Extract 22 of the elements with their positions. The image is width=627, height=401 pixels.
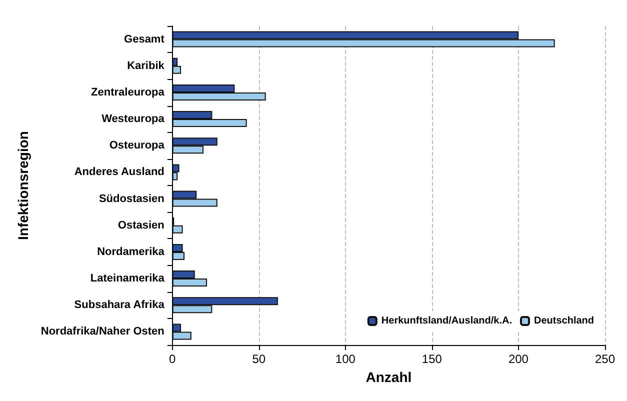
x-tick-label: 250 xyxy=(594,352,616,366)
y-tick-label: Karibik xyxy=(127,60,166,72)
y-tick-label: Südostasien xyxy=(98,192,165,205)
y-tick-label: Westeuropa xyxy=(102,113,166,126)
y-tick-label: Osteuropa xyxy=(109,140,166,152)
x-tick-label: 200 xyxy=(508,352,529,366)
x-axis-title: Anzahl xyxy=(366,368,412,385)
legend-label: Deutschland xyxy=(534,316,594,326)
x-tick-label: 50 xyxy=(252,352,266,366)
y-tick-label: Nordamerika xyxy=(97,246,166,258)
y-tick-label: Subsahara Afrika xyxy=(74,299,166,312)
legend-label: Herkunftsland/Ausland/k.A. xyxy=(381,316,512,326)
x-tick-label: 0 xyxy=(169,352,176,366)
y-tick-label: Ostasien xyxy=(118,219,165,232)
y-tick-label: Lateinamerika xyxy=(90,272,166,285)
y-tick-label: Nordafrika/Naher Osten xyxy=(40,326,165,338)
y-axis-title: Infektionsregion xyxy=(15,131,31,240)
x-tick-label: 150 xyxy=(422,352,442,366)
y-tick-label: Zentraleuropa xyxy=(91,86,166,98)
y-tick-label: Gesamt xyxy=(124,33,165,46)
x-tick-label: 100 xyxy=(335,352,356,366)
y-tick-label: Anderes Ausland xyxy=(74,166,164,178)
